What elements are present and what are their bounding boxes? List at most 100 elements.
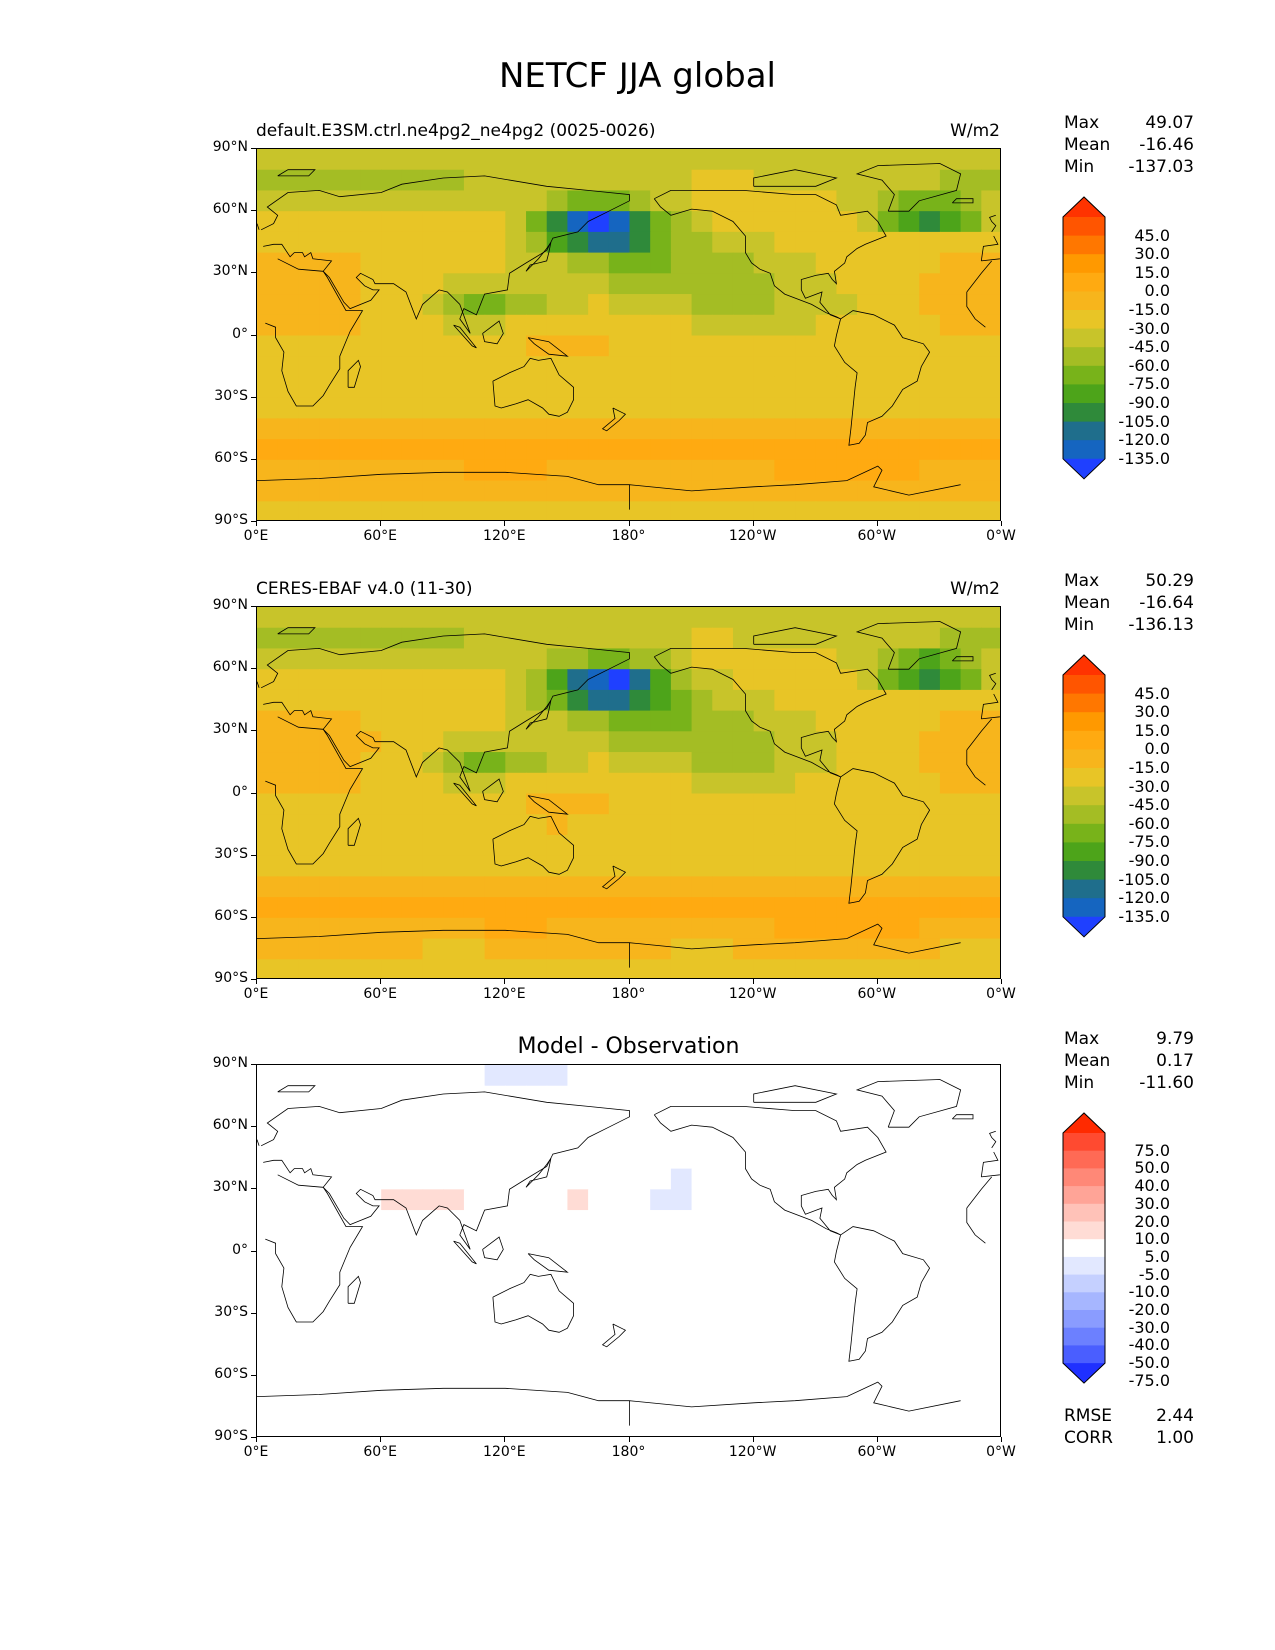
field-cell (898, 356, 920, 378)
field-cell (670, 648, 693, 670)
field-cell (401, 439, 424, 461)
field-cell (505, 1168, 527, 1190)
field-cell (277, 1251, 299, 1273)
field-cell (650, 356, 672, 378)
field-cell (319, 752, 341, 774)
field-cell (795, 648, 817, 670)
field-cell (339, 397, 362, 419)
coastline (347, 817, 361, 846)
field-cell (981, 1085, 1000, 1108)
field-cell (774, 897, 796, 919)
field-cell (815, 1375, 838, 1398)
field-cell (505, 648, 527, 670)
field-cell (919, 793, 941, 815)
lat-tick-label: 90°S (214, 1428, 248, 1444)
field-cell (650, 190, 672, 212)
field-cell (339, 231, 362, 254)
field-cell (815, 356, 838, 378)
field-cell (732, 1127, 755, 1149)
field-cell (360, 459, 382, 482)
field-cell (484, 294, 506, 316)
field-cell (753, 439, 775, 461)
coastline (527, 1253, 569, 1273)
field-cell (877, 607, 900, 629)
field-cell (567, 1147, 589, 1170)
stat-label: Mean (1064, 1051, 1111, 1071)
field-cell (360, 1147, 382, 1170)
field-cell (381, 1417, 403, 1436)
field-cell (919, 648, 941, 670)
colorbar-segment (1063, 421, 1105, 441)
field-cell (795, 376, 817, 399)
field-cell (608, 335, 631, 357)
field-cell (650, 1251, 672, 1273)
field-cell (484, 480, 506, 502)
field-cell (546, 149, 569, 171)
field-cell (898, 1355, 920, 1377)
field-cell (360, 710, 382, 732)
field-cell (960, 273, 982, 295)
field-cell (463, 1085, 486, 1108)
colorbar-tick-label: 40.0 (1134, 1176, 1170, 1196)
field-cell (546, 459, 569, 482)
field-cell (650, 772, 672, 795)
field-cell (691, 1334, 713, 1356)
field-cell (898, 627, 920, 650)
field-cell (712, 710, 734, 732)
field-cell (484, 1210, 506, 1232)
field-cell (795, 772, 817, 795)
field-cell (795, 834, 817, 857)
field-cell (257, 169, 279, 192)
field-cell (443, 501, 465, 520)
field-cell (319, 959, 341, 978)
field-cell (257, 1355, 279, 1377)
field-cell (960, 439, 982, 461)
field-cell (277, 418, 299, 440)
field-cell (939, 855, 962, 877)
field-cell (898, 917, 920, 940)
field-cell (691, 1147, 713, 1170)
field-cell (463, 959, 486, 978)
field-cell (463, 834, 486, 857)
field-cell (546, 211, 569, 233)
field-cell (505, 1251, 527, 1273)
field-cell (629, 876, 651, 898)
field-cell (257, 397, 279, 419)
field-cell (319, 1147, 341, 1170)
field-cell (670, 480, 693, 502)
field-cell (443, 356, 465, 378)
stat-value: -16.46 (1139, 135, 1194, 155)
field-cell (960, 1210, 982, 1232)
coastline (260, 175, 1000, 334)
field-cell (939, 731, 962, 753)
field-cell (277, 273, 299, 295)
field-cell (981, 1065, 1000, 1087)
field-cell (898, 1127, 920, 1149)
field-cell (774, 855, 796, 877)
field-cell (774, 356, 796, 378)
field-cell (277, 710, 299, 732)
field-cell (650, 211, 672, 233)
colorbar-segment (1063, 1150, 1105, 1169)
field-cell (277, 439, 299, 461)
field-cell (608, 855, 631, 877)
field-cell (629, 1375, 651, 1398)
colorbar-tick-label: 45.0 (1134, 225, 1170, 245)
colorbar-segment (1063, 1186, 1105, 1205)
field-cell (546, 1251, 569, 1273)
field-cell (960, 1189, 982, 1211)
field-cell (422, 731, 444, 753)
field-cell (277, 1417, 299, 1436)
colorbar-extend-min (1063, 916, 1105, 937)
field-cell (567, 169, 589, 192)
field-cell (732, 897, 755, 919)
field-cell (298, 397, 320, 419)
field-cell (546, 397, 569, 419)
field-cell (257, 294, 279, 316)
field-cell (463, 1127, 486, 1149)
field-cell (422, 1313, 444, 1335)
colorbar-tick-label: 30.0 (1134, 702, 1170, 722)
lat-tick-label: 90°N (212, 139, 248, 155)
field-cell (567, 231, 589, 254)
field-cell (836, 772, 858, 795)
